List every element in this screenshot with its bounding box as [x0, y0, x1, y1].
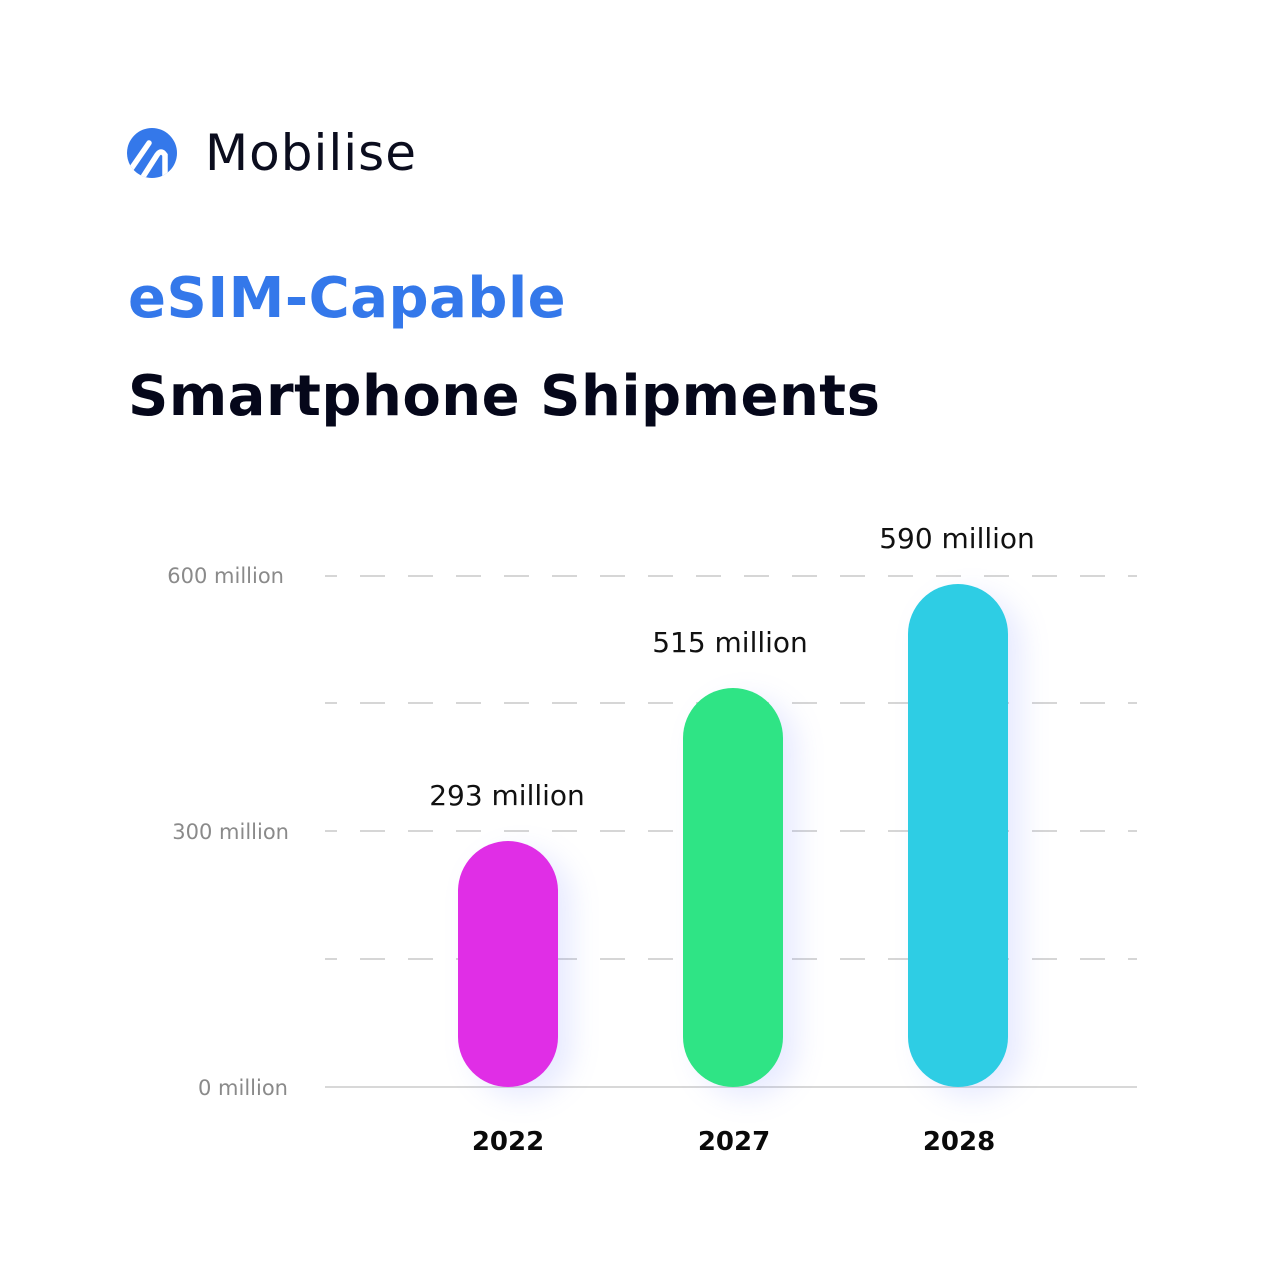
bar-2022 — [458, 841, 558, 1087]
x-axis-baseline — [325, 1086, 1137, 1088]
chart-title-line-1: eSIM-Capable — [128, 266, 567, 331]
chart-title-line-2: Smartphone Shipments — [128, 364, 881, 429]
y-tick-label-0: 0 million — [198, 1076, 288, 1100]
brand-logo: Mobilise — [127, 128, 417, 178]
value-label-2022: 293 million — [429, 779, 585, 812]
mobilise-logo-icon — [127, 128, 177, 178]
x-tick-label-2022: 2022 — [471, 1127, 545, 1157]
y-tick-label-300: 300 million — [172, 820, 289, 844]
brand-name: Mobilise — [205, 124, 417, 182]
x-tick-label-2028: 2028 — [922, 1127, 996, 1157]
value-label-2028: 590 million — [879, 522, 1035, 555]
y-tick-label-600: 600 million — [167, 564, 284, 588]
x-tick-label-2027: 2027 — [697, 1127, 771, 1157]
bar-2027 — [683, 688, 783, 1087]
bar-2028 — [908, 584, 1008, 1087]
gridline-600 — [325, 575, 1137, 577]
value-label-2027: 515 million — [652, 626, 808, 659]
